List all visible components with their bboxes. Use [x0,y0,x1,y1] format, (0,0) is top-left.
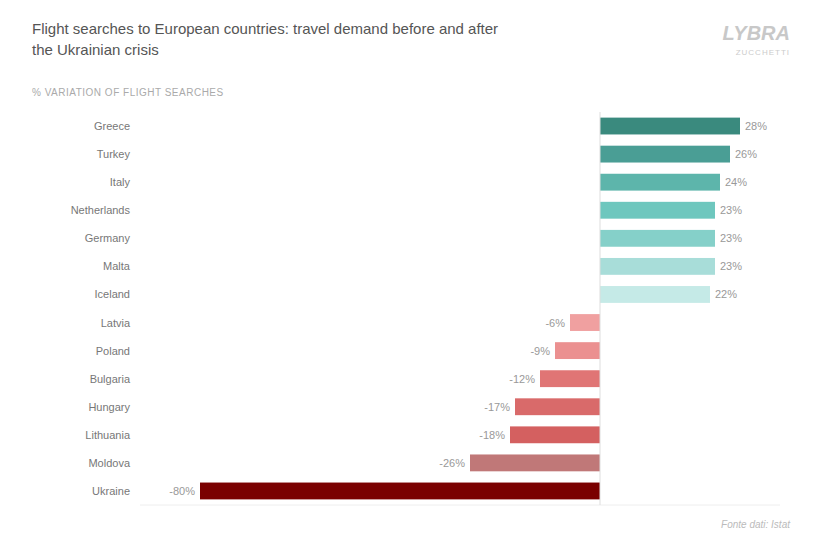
category-label: Italy [110,176,131,188]
data-label: 23% [720,204,742,216]
bar [600,202,715,219]
bar [510,426,600,443]
title: the Ukrainian crisis [32,41,159,58]
category-label: Bulgaria [90,373,131,385]
chart: Flight searches to European countries: t… [0,0,823,540]
x-axis-line [140,505,780,506]
data-label: 23% [720,232,742,244]
data-label: -26% [439,457,465,469]
bar [570,314,600,331]
data-label: -80% [169,485,195,497]
category-label: Latvia [101,317,131,329]
bar [600,174,720,191]
data-label: 26% [735,148,757,160]
logo-subtext: ZUCCHETTI [736,48,790,57]
bar [600,286,710,303]
category-label: Iceland [95,288,130,300]
data-label: 23% [720,260,742,272]
bar [200,483,600,500]
title: Flight searches to European countries: t… [32,20,498,37]
data-label: -12% [509,373,535,385]
data-label: -6% [545,317,565,329]
source: Fonte dati: Istat [721,519,791,530]
data-label: 22% [715,288,737,300]
labels: 28% Greece 26% Turkey 24% Italy 23% Netherlands… [71,120,768,497]
bar [515,398,600,415]
bar [470,454,600,471]
bar [600,146,730,163]
category-label: Netherlands [71,204,131,216]
category-label: Greece [94,120,130,132]
subtitle: % VARIATION OF FLIGHT SEARCHES [32,87,224,98]
data-label: -17% [484,401,510,413]
bar [540,370,600,387]
data-label: -18% [479,429,505,441]
logo: LYBRA [723,22,790,44]
category-label: Moldova [88,457,130,469]
category-label: Malta [103,260,131,272]
background [0,0,823,540]
bar [600,230,715,247]
category-label: Turkey [97,148,131,160]
category-label: Germany [85,232,131,244]
zero-line [600,112,601,505]
data-label: 24% [725,176,747,188]
data-label: -9% [530,345,550,357]
category-label: Hungary [88,401,130,413]
category-label: Ukraine [92,485,130,497]
bar [555,342,600,359]
category-label: Lithuania [85,429,131,441]
bar [600,118,740,135]
bar [600,258,715,275]
category-label: Poland [96,345,130,357]
data-label: 28% [745,120,767,132]
bars [200,118,740,500]
